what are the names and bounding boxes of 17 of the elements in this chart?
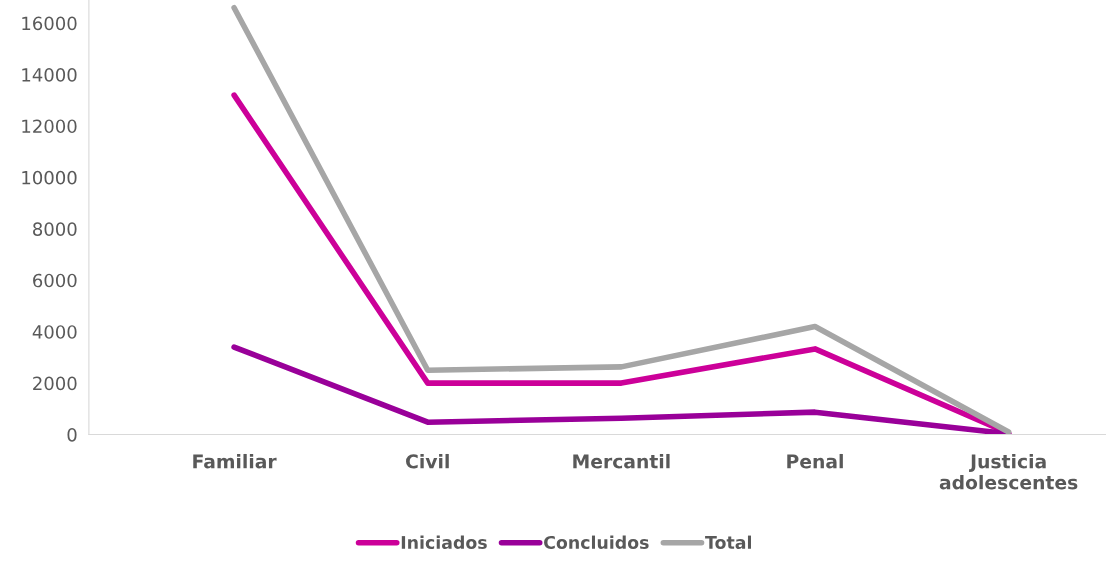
legend-label: Concluidos xyxy=(544,535,649,550)
y-tick-label: 0 xyxy=(67,427,77,442)
y-tick-label: 8000 xyxy=(33,222,77,236)
y-tick-label: 2000 xyxy=(33,376,77,391)
legend-label: Iniciados xyxy=(401,535,487,550)
y-tick-label: 10000 xyxy=(22,170,77,185)
y-tick-label: 14000 xyxy=(22,68,77,82)
x-tick-label: Penal xyxy=(787,453,843,469)
y-tick-label: 12000 xyxy=(22,119,77,134)
x-tick-label: Civil xyxy=(406,453,449,469)
y-tick-label: 16000 xyxy=(22,16,77,31)
y-tick-label: 6000 xyxy=(33,273,77,288)
y-tick-label: 4000 xyxy=(32,325,77,339)
legend-label: Total xyxy=(705,535,751,550)
x-tick-label: Mercantil xyxy=(573,453,670,469)
x-tick-label: Justicia adolescentes xyxy=(939,453,1078,490)
x-tick-label: Familiar xyxy=(193,453,277,469)
